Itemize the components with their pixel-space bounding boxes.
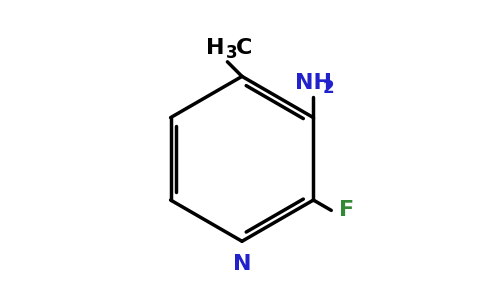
Text: NH: NH	[295, 74, 332, 94]
Text: H: H	[206, 38, 225, 58]
Text: C: C	[236, 38, 252, 58]
Text: N: N	[233, 254, 251, 274]
Text: F: F	[339, 200, 354, 220]
Text: 2: 2	[323, 79, 334, 97]
Text: 3: 3	[226, 44, 238, 62]
